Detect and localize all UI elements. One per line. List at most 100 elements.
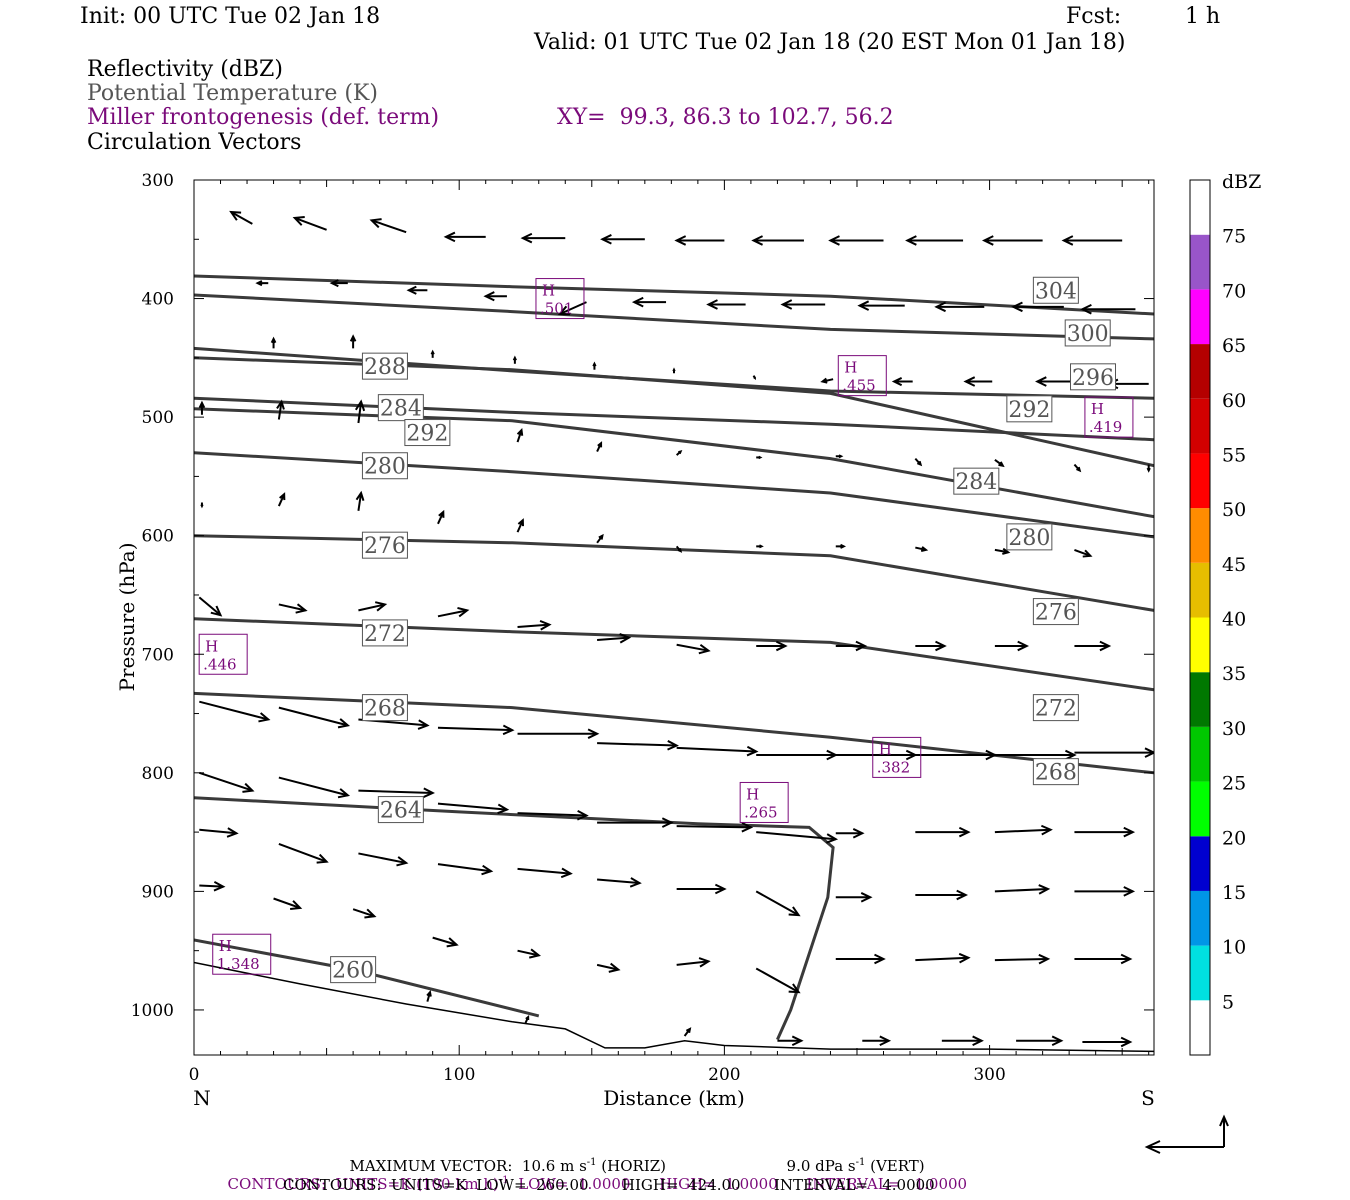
vector-head — [258, 712, 271, 723]
circulation-vector — [706, 299, 746, 310]
circulation-vector — [752, 375, 757, 381]
theta-label-288-box — [361, 352, 408, 380]
vector-head — [1065, 749, 1077, 761]
theta-label-264: 264 — [380, 799, 422, 824]
contours-frontogenesis-units: CONTOURS: UNITS=K (100 km h) — [227, 1175, 499, 1193]
circulation-vector — [199, 827, 239, 838]
colorbar-segment — [1190, 234, 1210, 290]
vector-head — [417, 719, 430, 730]
max-vector-horiz-exp: -1 — [586, 1157, 597, 1168]
colorbar-segment — [1190, 890, 1210, 946]
theta-label-268: 268 — [364, 697, 406, 722]
theta-label-260-box — [330, 956, 377, 984]
vector-shaft — [357, 492, 363, 511]
theta-label-276: 276 — [364, 534, 406, 559]
x-tick-label: 200 — [708, 1065, 740, 1085]
circulation-vector — [200, 502, 204, 509]
vector-head — [349, 334, 357, 342]
vector-head — [1080, 303, 1092, 315]
x-axis-label: Distance (km) — [603, 1086, 745, 1110]
vector-head — [539, 620, 552, 631]
frontogenesis-max: H.501 — [535, 278, 585, 320]
vector-head — [270, 336, 277, 344]
theta-label-272-box — [361, 619, 408, 647]
circulation-vector — [437, 509, 445, 525]
colorbar-segment — [1190, 398, 1210, 454]
circulation-vector — [756, 544, 764, 549]
circulation-vector — [596, 533, 604, 544]
theta-contour-276 — [194, 534, 1154, 612]
circulation-vector — [597, 633, 632, 644]
vector-shaft — [278, 776, 349, 797]
vector-head — [226, 827, 239, 838]
theta-label-extra-5: 268 — [1035, 761, 1077, 786]
vector-shaft — [597, 742, 677, 747]
circulation-vector — [596, 441, 603, 452]
circulation-vector — [198, 596, 223, 617]
vector-head — [706, 299, 718, 310]
colorbar-label: 20 — [1222, 827, 1246, 849]
vector-head — [1017, 640, 1030, 652]
colorbar-label: 70 — [1222, 280, 1246, 302]
frontogenesis-max-box — [535, 278, 585, 320]
vector-head — [512, 355, 517, 361]
circulation-vector — [756, 640, 788, 652]
frontogenesis-max-letter: H — [1091, 400, 1104, 418]
vector-shaft — [198, 596, 222, 616]
vector-head — [677, 548, 683, 553]
circulation-vector — [676, 643, 711, 655]
north-label: N — [193, 1086, 211, 1110]
vector-shaft — [517, 623, 550, 628]
theta-label-272: 272 — [364, 622, 406, 647]
frontogenesis-max-box — [212, 933, 272, 975]
vector-head — [934, 301, 946, 313]
frontogenesis-max: H1.348 — [212, 933, 272, 975]
theta-label-300: 300 — [1067, 322, 1109, 347]
vector-head — [935, 640, 947, 652]
circulation-vector — [592, 361, 597, 370]
circulation-vector — [675, 545, 683, 553]
circulation-vector — [777, 1035, 804, 1047]
vector-shaft — [437, 726, 513, 732]
circulation-vector — [199, 700, 271, 723]
vector-head — [1123, 886, 1136, 897]
circulation-vector — [756, 831, 839, 844]
vector-head — [337, 788, 351, 799]
colorbar-label: 55 — [1222, 444, 1246, 466]
vector-head — [276, 399, 285, 410]
vector-head — [316, 853, 329, 864]
vector-head — [1002, 547, 1011, 555]
circulation-vector — [915, 889, 969, 901]
colorbar-label: 10 — [1222, 937, 1246, 959]
circulation-vector — [914, 457, 923, 467]
vector-head — [213, 880, 226, 892]
vector-head — [838, 454, 844, 459]
circulation-vector — [369, 218, 407, 234]
vector-head — [438, 509, 445, 518]
vector-head — [629, 877, 642, 888]
vector-head — [374, 601, 388, 612]
vector-head — [481, 864, 494, 876]
theta-label-304-box — [1032, 276, 1079, 304]
vector-shaft — [517, 812, 587, 817]
circulation-vector — [1073, 463, 1082, 473]
vector-head — [874, 953, 886, 965]
circulation-vector — [835, 828, 865, 839]
circulation-vector — [1074, 953, 1133, 965]
circulation-vector — [1074, 548, 1093, 558]
frontogenesis-max-value: .455 — [842, 377, 875, 395]
vector-head — [396, 856, 409, 867]
frontogenesis-max: H.455 — [837, 355, 887, 397]
circulation-vector — [820, 377, 834, 384]
vector-shaft — [357, 401, 363, 424]
vector-head — [520, 232, 533, 244]
y-tick-label: 600 — [142, 527, 174, 547]
circulation-vector — [994, 459, 1005, 468]
contours-frontogenesis-exp: -1 — [498, 1175, 509, 1186]
vector-head — [242, 782, 255, 793]
vector-head — [198, 400, 206, 409]
vector-head — [423, 787, 435, 798]
vector-head — [1038, 884, 1051, 895]
colorbar-segment — [1190, 672, 1210, 727]
colorbar-segment — [1190, 344, 1210, 399]
